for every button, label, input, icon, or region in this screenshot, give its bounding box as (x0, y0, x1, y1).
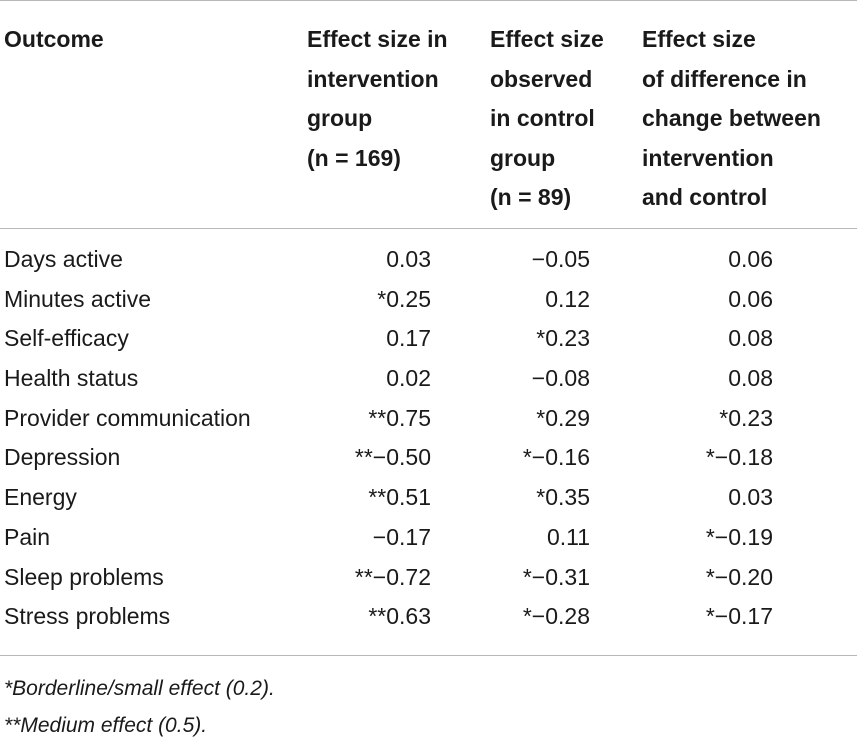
header-line: intervention (642, 144, 774, 171)
cell-intervention: 0.17 (386, 325, 431, 352)
cell-difference: 0.06 (728, 285, 773, 312)
cell-difference: *−0.20 (705, 563, 773, 590)
cell-control: 0.11 (546, 523, 590, 550)
cell-difference: *−0.17 (705, 603, 773, 630)
cell-control: −0.05 (531, 246, 590, 272)
cell-outcome: Pain (4, 523, 51, 550)
header-outcome: Outcome (4, 20, 104, 60)
header-line: Outcome (4, 26, 104, 52)
table-bottom-rule (0, 655, 857, 656)
cell-intervention: **−0.72 (354, 563, 431, 590)
header-control-effect: Effect size observed in control group (n… (490, 20, 604, 218)
cell-difference: 0.08 (728, 365, 773, 392)
header-line: group (490, 144, 556, 171)
cell-difference: *0.23 (719, 404, 773, 431)
cell-outcome: Health status (4, 365, 139, 392)
header-line: of difference in (642, 65, 807, 92)
table-row: Self-efficacy 0.17 *0.23 0.08 (0, 319, 857, 359)
cell-intervention: **0.75 (368, 404, 431, 431)
cell-control: −0.08 (531, 365, 590, 392)
table-body: Days active 0.03 −0.05 0.06 Minutes acti… (0, 240, 857, 637)
header-line: in control (490, 105, 595, 131)
header-line: observed (490, 65, 593, 92)
cell-intervention: −0.17 (372, 523, 431, 550)
cell-control: 0.12 (545, 285, 590, 312)
cell-control: *−0.16 (522, 444, 590, 471)
table-row: Sleep problems **−0.72 *−0.31 *−0.20 (0, 558, 857, 598)
table-row: Provider communication **0.75 *0.29 *0.2… (0, 399, 857, 439)
cell-outcome: Sleep problems (4, 563, 164, 590)
cell-difference: 0.03 (728, 484, 773, 511)
footnote-medium-effect: **Medium effect (0.5). (4, 714, 208, 737)
table-row: Health status 0.02 −0.08 0.08 (0, 359, 857, 399)
cell-intervention: 0.03 (386, 246, 431, 272)
cell-difference: 0.08 (728, 325, 773, 352)
cell-difference: 0.06 (728, 246, 773, 272)
footnote-small-effect: *Borderline/small effect (0.2). (4, 677, 275, 700)
cell-control: *0.29 (536, 404, 590, 431)
cell-outcome: Self-efficacy (4, 325, 129, 352)
cell-outcome: Provider communication (4, 404, 251, 431)
header-line: (n = 169) (307, 144, 401, 171)
header-line: Effect size (490, 26, 604, 52)
table-top-rule (0, 0, 857, 1)
cell-difference: *−0.19 (705, 523, 773, 550)
cell-intervention: **0.63 (368, 603, 431, 630)
table-row: Depression **−0.50 *−0.16 *−0.18 (0, 438, 857, 478)
header-line: change between (642, 105, 821, 131)
footnotes: *Borderline/small effect (0.2). **Medium… (4, 670, 275, 744)
table-header-rule (0, 228, 857, 229)
table-row: Stress problems **0.63 *−0.28 *−0.17 (0, 597, 857, 637)
cell-difference: *−0.18 (705, 444, 773, 471)
cell-control: *−0.31 (522, 563, 590, 590)
table-row: Energy **0.51 *0.35 0.03 (0, 478, 857, 518)
cell-control: *0.23 (536, 325, 590, 352)
header-line: (n = 89) (490, 184, 572, 210)
header-line: and control (642, 184, 768, 210)
cell-outcome: Minutes active (4, 285, 152, 312)
cell-intervention: 0.02 (386, 365, 431, 392)
cell-outcome: Depression (4, 444, 121, 471)
cell-intervention: **0.51 (368, 484, 431, 511)
header-line: intervention (307, 65, 439, 92)
table-row: Minutes active *0.25 0.12 0.06 (0, 280, 857, 320)
cell-control: *−0.28 (522, 603, 590, 630)
cell-intervention: **−0.50 (354, 444, 431, 471)
cell-control: *0.35 (536, 484, 590, 511)
table-row: Days active 0.03 −0.05 0.06 (0, 240, 857, 280)
table-row: Pain −0.17 0.11 *−0.19 (0, 518, 857, 558)
header-intervention-effect: Effect size in intervention group (n = 1… (307, 20, 448, 178)
header-line: Effect size in (307, 26, 448, 52)
header-line: group (307, 105, 373, 131)
cell-outcome: Days active (4, 246, 123, 272)
header-difference-effect: Effect size of difference in change betw… (642, 20, 821, 218)
cell-outcome: Stress problems (4, 603, 171, 630)
header-line: Effect size (642, 26, 756, 52)
cell-intervention: *0.25 (377, 285, 431, 312)
cell-outcome: Energy (4, 484, 77, 511)
